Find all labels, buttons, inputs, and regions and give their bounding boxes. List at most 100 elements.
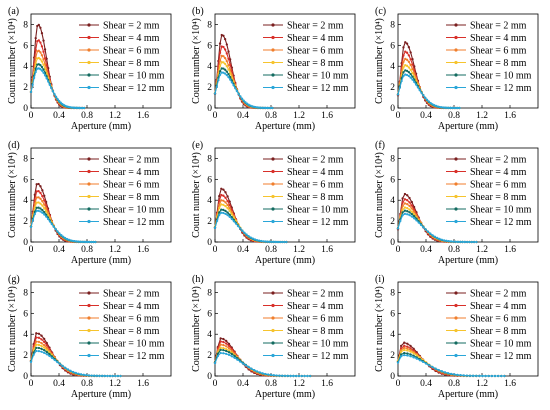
y-tick-label: 2	[207, 351, 212, 361]
data-point	[43, 343, 46, 347]
data-point	[37, 343, 41, 347]
data-point	[45, 207, 48, 210]
legend-label: Shear = 2 mm	[470, 155, 527, 166]
x-tick-label: 1.2	[293, 379, 305, 389]
x-tick-label: 0	[213, 379, 218, 389]
data-point	[37, 209, 40, 212]
legend-label: Shear = 6 mm	[103, 180, 160, 191]
legend-label: Shear = 8 mm	[103, 58, 160, 69]
data-point	[39, 197, 42, 200]
legend-marker	[454, 182, 458, 186]
data-point	[409, 51, 412, 54]
data-point	[442, 106, 445, 109]
legend-marker	[87, 182, 91, 186]
y-tick-label: 0	[207, 104, 212, 114]
legend-label: Shear = 6 mm	[470, 46, 527, 57]
data-point	[409, 347, 412, 350]
x-axis-label: Aperture (mm)	[71, 121, 131, 132]
data-point	[69, 239, 72, 242]
y-tick-label: 4	[207, 62, 212, 72]
axes-frame	[30, 147, 172, 243]
data-point	[93, 374, 96, 377]
y-tick-label: 6	[390, 175, 395, 185]
data-point	[417, 221, 420, 224]
data-point	[216, 354, 219, 358]
data-point	[413, 72, 416, 75]
data-point	[407, 71, 411, 74]
data-point	[403, 192, 407, 196]
data-point	[43, 210, 46, 214]
panel-a: 0 0.4 0.8 1.2 1.6 0 2 4 6 8 Aperture (mm) Count num…	[7, 6, 172, 132]
legend-marker	[87, 219, 91, 224]
legend-marker	[87, 23, 91, 27]
data-point	[45, 346, 48, 349]
legend-label: Shear = 4 mm	[287, 33, 344, 44]
data-point	[90, 240, 93, 244]
data-point	[222, 337, 225, 341]
data-point	[218, 42, 222, 45]
data-point	[411, 75, 414, 78]
data-point	[442, 239, 446, 242]
legend-label: Shear = 6 mm	[103, 46, 160, 57]
data-point	[84, 240, 88, 244]
data-point	[222, 45, 225, 49]
legend-marker	[271, 303, 275, 308]
data-point	[449, 240, 453, 243]
data-point	[35, 206, 38, 209]
legend-label: Shear = 10 mm	[470, 205, 532, 216]
data-point	[220, 187, 223, 190]
data-point	[459, 374, 462, 377]
data-point	[463, 240, 467, 244]
legend-marker	[271, 48, 275, 52]
data-point	[228, 207, 231, 210]
data-point	[261, 106, 264, 109]
data-point	[403, 198, 407, 201]
data-point	[456, 373, 459, 376]
series-line	[30, 24, 85, 109]
data-point	[262, 106, 266, 110]
data-point	[46, 213, 50, 217]
data-point	[425, 98, 429, 101]
data-point	[72, 370, 75, 374]
y-tick-label: 4	[23, 196, 28, 206]
data-point	[40, 344, 43, 348]
data-point	[56, 97, 59, 101]
data-point	[45, 350, 48, 354]
data-point	[409, 353, 412, 356]
data-point	[53, 93, 56, 96]
data-point	[220, 211, 223, 214]
data-point	[222, 71, 225, 74]
x-tick-label: 1.6	[137, 111, 149, 121]
data-point	[409, 72, 412, 76]
y-tick-label: 6	[207, 41, 212, 51]
data-point	[239, 227, 242, 230]
y-tick-label: 2	[23, 217, 28, 227]
data-point	[75, 240, 78, 243]
data-point	[224, 204, 227, 208]
data-point	[119, 374, 122, 378]
data-point	[416, 86, 420, 89]
data-point	[438, 237, 441, 241]
x-axis-label: Aperture (mm)	[438, 255, 498, 266]
data-point	[43, 203, 46, 206]
y-tick-label: 4	[390, 330, 395, 340]
data-point	[225, 339, 228, 343]
legend-marker	[454, 316, 458, 320]
data-point	[35, 332, 38, 335]
x-tick-label: 0.8	[448, 379, 460, 389]
data-point	[471, 374, 475, 377]
legend-label: Shear = 8 mm	[470, 326, 527, 337]
data-point	[40, 32, 44, 35]
data-point	[255, 238, 259, 242]
data-point	[224, 212, 227, 216]
legend-label: Shear = 10 mm	[470, 71, 532, 82]
data-point	[447, 240, 450, 243]
data-point	[401, 204, 404, 208]
data-point	[227, 347, 231, 350]
data-point	[222, 199, 225, 202]
data-point	[262, 240, 265, 243]
data-point	[218, 73, 222, 77]
y-axis-label: Count number (×10⁴)	[191, 152, 202, 238]
data-point	[446, 371, 450, 375]
